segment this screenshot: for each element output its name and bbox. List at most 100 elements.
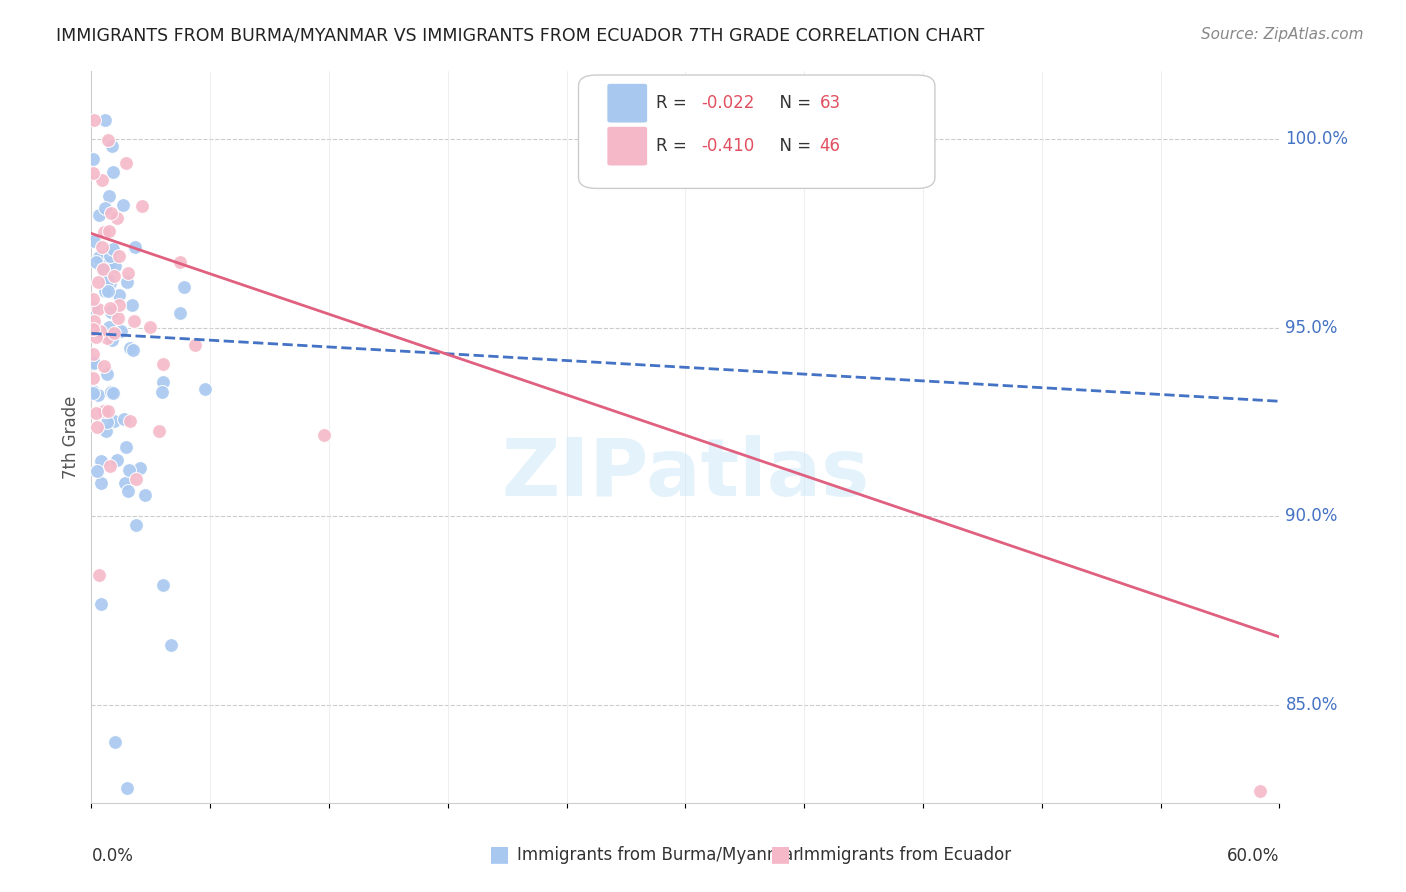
Point bbox=[103, 414, 125, 428]
Text: 90.0%: 90.0% bbox=[1285, 508, 1337, 525]
Point bbox=[115, 780, 138, 795]
Point bbox=[83, 356, 105, 370]
Text: IMMIGRANTS FROM BURMA/MYANMAR VS IMMIGRANTS FROM ECUADOR 7TH GRADE CORRELATION C: IMMIGRANTS FROM BURMA/MYANMAR VS IMMIGRA… bbox=[56, 27, 984, 45]
Point bbox=[169, 306, 191, 320]
Point bbox=[98, 301, 121, 316]
Point bbox=[90, 597, 112, 611]
Point bbox=[115, 275, 138, 289]
Point bbox=[134, 488, 156, 502]
Text: 46: 46 bbox=[820, 137, 841, 155]
Point bbox=[97, 284, 120, 298]
Point bbox=[98, 256, 121, 270]
Point bbox=[96, 367, 118, 381]
Point bbox=[105, 453, 128, 467]
Point bbox=[93, 404, 115, 418]
Point bbox=[110, 325, 132, 339]
Point bbox=[103, 326, 125, 341]
Point bbox=[83, 235, 105, 249]
Point bbox=[87, 250, 110, 264]
Point bbox=[124, 240, 146, 254]
Text: -0.022: -0.022 bbox=[700, 95, 754, 112]
Point bbox=[98, 459, 121, 474]
Point bbox=[82, 166, 104, 180]
Point bbox=[169, 255, 191, 269]
Point bbox=[83, 113, 105, 128]
Point bbox=[98, 224, 121, 238]
FancyBboxPatch shape bbox=[607, 84, 647, 123]
Y-axis label: 7th Grade: 7th Grade bbox=[62, 395, 80, 479]
Point bbox=[152, 357, 174, 371]
Point bbox=[97, 188, 120, 202]
Point bbox=[89, 209, 111, 223]
Point bbox=[82, 347, 104, 361]
Point bbox=[84, 405, 107, 419]
Point bbox=[87, 301, 110, 316]
Point bbox=[93, 359, 115, 374]
Point bbox=[108, 298, 131, 312]
Point bbox=[125, 472, 148, 486]
Point bbox=[87, 275, 110, 289]
Point bbox=[117, 483, 139, 498]
Text: R =: R = bbox=[655, 137, 692, 155]
Point bbox=[150, 385, 173, 400]
Point bbox=[82, 384, 104, 398]
Point bbox=[108, 249, 131, 263]
Point bbox=[101, 138, 124, 153]
Text: N =: N = bbox=[769, 95, 815, 112]
Text: Source: ZipAtlas.com: Source: ZipAtlas.com bbox=[1201, 27, 1364, 42]
Point bbox=[90, 454, 112, 468]
Point bbox=[148, 424, 170, 438]
Point bbox=[98, 249, 121, 263]
Point bbox=[114, 440, 136, 454]
Text: ■: ■ bbox=[489, 845, 509, 864]
Point bbox=[121, 298, 143, 312]
Point bbox=[82, 370, 104, 384]
Text: Immigrants from Burma/Myanmar: Immigrants from Burma/Myanmar bbox=[517, 846, 800, 863]
Point bbox=[120, 414, 142, 428]
Text: -0.410: -0.410 bbox=[700, 137, 754, 155]
FancyBboxPatch shape bbox=[578, 75, 935, 188]
Point bbox=[114, 475, 136, 490]
Point bbox=[1249, 784, 1271, 798]
Point bbox=[82, 292, 104, 306]
Text: 63: 63 bbox=[820, 95, 841, 112]
Point bbox=[94, 284, 117, 298]
Point bbox=[86, 420, 108, 434]
Point bbox=[89, 567, 111, 582]
Point bbox=[96, 415, 118, 429]
Point bbox=[104, 260, 127, 274]
Point bbox=[103, 386, 125, 401]
Point bbox=[98, 276, 121, 290]
Point bbox=[82, 153, 104, 167]
Point bbox=[125, 518, 148, 533]
Point bbox=[112, 412, 135, 426]
Point bbox=[83, 313, 105, 327]
Text: ■: ■ bbox=[770, 845, 790, 864]
Point bbox=[117, 266, 139, 280]
Point bbox=[91, 261, 114, 276]
FancyBboxPatch shape bbox=[607, 127, 647, 166]
Point bbox=[194, 382, 217, 396]
Point bbox=[173, 280, 195, 294]
Point bbox=[184, 337, 207, 351]
Point bbox=[91, 240, 114, 254]
Point bbox=[82, 385, 104, 400]
Point bbox=[160, 638, 183, 652]
Point bbox=[100, 384, 122, 399]
Point bbox=[104, 735, 127, 749]
Point bbox=[83, 354, 105, 368]
Point bbox=[90, 475, 112, 490]
Point bbox=[82, 321, 104, 335]
Point bbox=[121, 343, 143, 357]
Point bbox=[87, 388, 110, 402]
Point bbox=[82, 301, 104, 315]
Point bbox=[84, 254, 107, 268]
Text: Immigrants from Ecuador: Immigrants from Ecuador bbox=[799, 846, 1011, 863]
Point bbox=[93, 225, 115, 239]
Point bbox=[97, 133, 120, 147]
Point bbox=[90, 173, 112, 187]
Point bbox=[94, 424, 117, 438]
Point bbox=[314, 428, 336, 442]
Point bbox=[91, 262, 114, 277]
Point bbox=[112, 198, 135, 212]
